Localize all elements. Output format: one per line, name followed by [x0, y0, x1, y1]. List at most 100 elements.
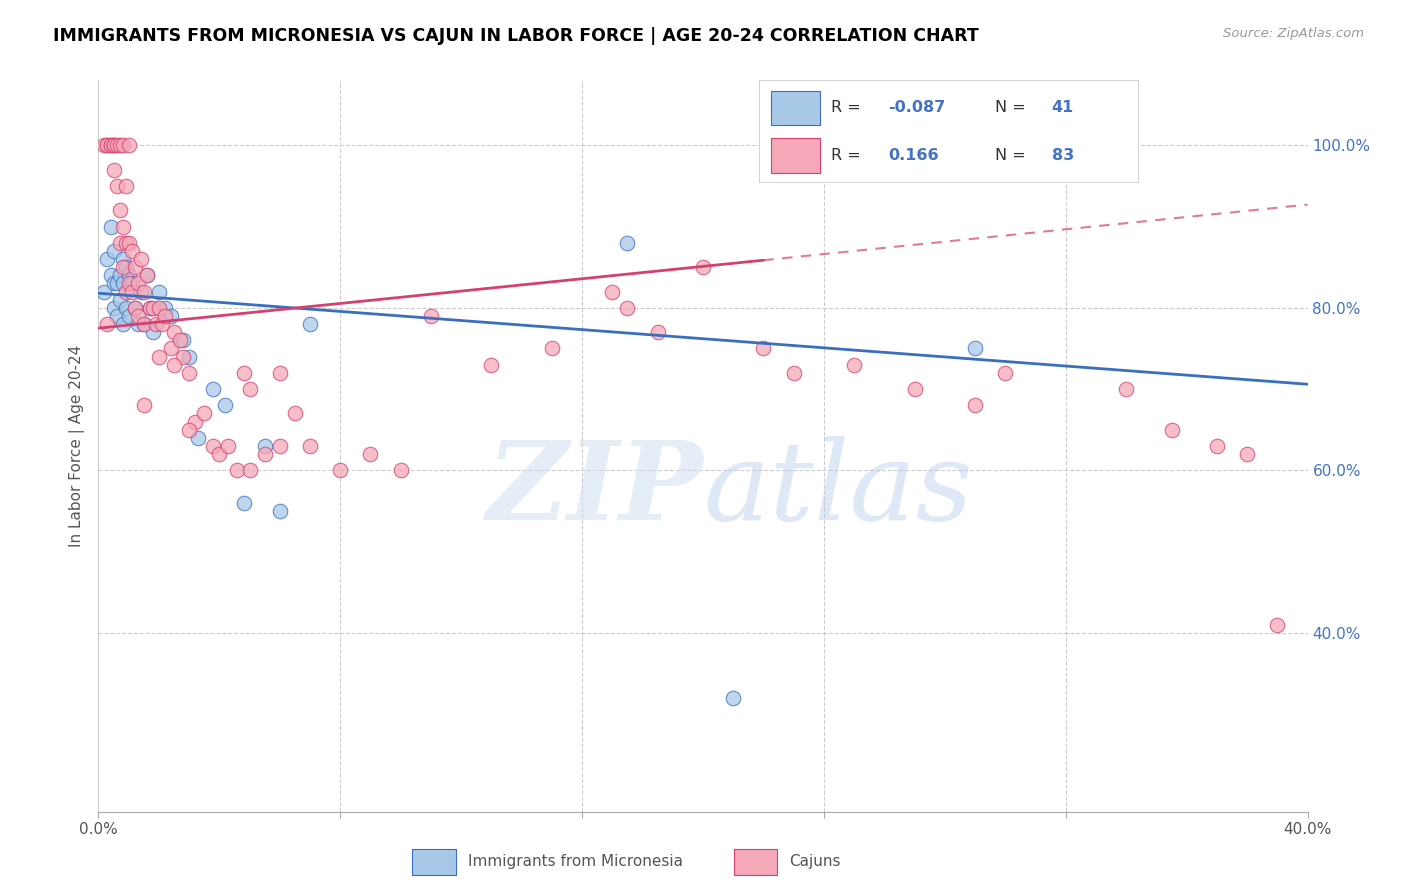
Text: 0.166: 0.166 — [889, 148, 939, 162]
Point — [153, 309, 176, 323]
Point — [160, 342, 183, 356]
Point — [103, 277, 125, 291]
Point — [139, 301, 162, 315]
Point — [114, 301, 136, 315]
FancyBboxPatch shape — [734, 849, 778, 875]
Point — [965, 342, 987, 356]
Point — [752, 342, 775, 356]
Point — [118, 309, 141, 323]
Point — [105, 309, 128, 323]
Point — [96, 138, 118, 153]
Point — [145, 317, 167, 331]
Point — [269, 504, 291, 518]
Point — [111, 252, 134, 266]
Point — [129, 252, 152, 266]
Point — [105, 277, 128, 291]
Point — [142, 301, 165, 315]
Text: Immigrants from Micronesia: Immigrants from Micronesia — [468, 854, 683, 869]
Point — [103, 301, 125, 315]
Point — [108, 268, 131, 283]
Point — [114, 178, 136, 193]
Point — [127, 309, 149, 323]
Text: -0.087: -0.087 — [889, 101, 946, 115]
Point — [540, 342, 562, 356]
Point — [239, 382, 262, 396]
Point — [299, 439, 322, 453]
Point — [132, 285, 155, 299]
Point — [172, 334, 194, 348]
Point — [239, 463, 262, 477]
Point — [1236, 447, 1258, 461]
Point — [1115, 382, 1137, 396]
Point — [127, 277, 149, 291]
Point — [135, 268, 157, 283]
Point — [118, 268, 141, 283]
Text: 83: 83 — [1052, 148, 1074, 162]
Point — [420, 309, 443, 323]
Point — [108, 235, 131, 250]
Point — [127, 317, 149, 331]
Text: Source: ZipAtlas.com: Source: ZipAtlas.com — [1223, 27, 1364, 40]
Point — [118, 235, 141, 250]
Point — [100, 268, 122, 283]
Point — [269, 439, 291, 453]
Point — [226, 463, 249, 477]
Point — [121, 277, 143, 291]
Text: R =: R = — [831, 148, 872, 162]
Point — [163, 358, 186, 372]
Point — [148, 301, 170, 315]
Point — [965, 398, 987, 412]
Point — [114, 260, 136, 275]
Point — [602, 285, 624, 299]
Point — [103, 138, 125, 153]
Point — [360, 447, 382, 461]
Point — [169, 334, 191, 348]
Point — [269, 366, 291, 380]
Point — [253, 447, 276, 461]
Text: R =: R = — [831, 101, 866, 115]
Point — [692, 260, 714, 275]
Point — [103, 244, 125, 258]
Point — [100, 138, 122, 153]
Point — [1206, 439, 1229, 453]
Point — [179, 423, 201, 437]
Point — [124, 260, 146, 275]
Point — [105, 138, 128, 153]
Point — [208, 447, 231, 461]
Text: IMMIGRANTS FROM MICRONESIA VS CAJUN IN LABOR FORCE | AGE 20-24 CORRELATION CHART: IMMIGRANTS FROM MICRONESIA VS CAJUN IN L… — [53, 27, 979, 45]
Point — [148, 350, 170, 364]
Text: N =: N = — [994, 148, 1031, 162]
Point — [111, 219, 134, 234]
Point — [93, 138, 115, 153]
Point — [299, 317, 322, 331]
Point — [723, 690, 745, 705]
Point — [616, 235, 638, 250]
Point — [114, 235, 136, 250]
Point — [103, 138, 125, 153]
Point — [994, 366, 1017, 380]
Point — [121, 285, 143, 299]
Point — [187, 431, 209, 445]
Point — [253, 439, 276, 453]
Y-axis label: In Labor Force | Age 20-24: In Labor Force | Age 20-24 — [69, 345, 84, 547]
Point — [179, 350, 201, 364]
Point — [163, 325, 186, 339]
Point — [103, 162, 125, 177]
Point — [193, 407, 215, 421]
Point — [118, 277, 141, 291]
Point — [96, 317, 118, 331]
Point — [111, 138, 134, 153]
Point — [111, 277, 134, 291]
Point — [214, 398, 236, 412]
Point — [202, 439, 225, 453]
Text: 41: 41 — [1052, 101, 1074, 115]
Point — [616, 301, 638, 315]
Point — [96, 138, 118, 153]
Point — [329, 463, 352, 477]
Point — [100, 219, 122, 234]
Point — [647, 325, 669, 339]
Text: Cajuns: Cajuns — [790, 854, 841, 869]
FancyBboxPatch shape — [759, 80, 1139, 183]
FancyBboxPatch shape — [770, 137, 820, 173]
Point — [172, 350, 194, 364]
